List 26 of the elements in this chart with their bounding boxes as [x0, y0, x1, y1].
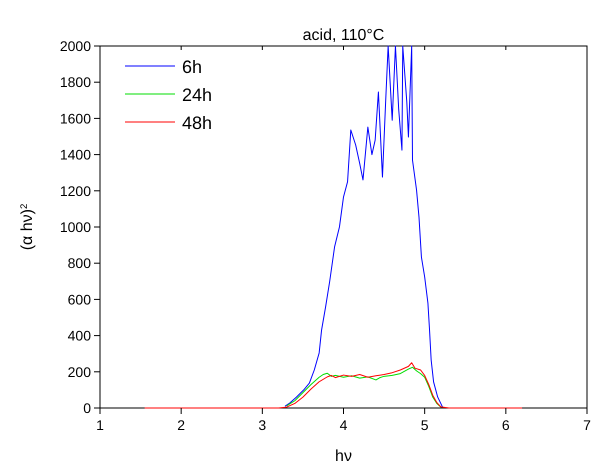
x-tick-label: 2	[177, 417, 186, 433]
y-tick-label: 0	[83, 400, 92, 416]
legend-label: 48h	[182, 113, 212, 133]
y-tick-label: 1200	[60, 182, 92, 199]
y-tick-label: 800	[68, 255, 92, 272]
line-series	[286, 366, 442, 408]
y-tick-label: 1600	[60, 110, 92, 126]
y-tick-label: 400	[68, 328, 92, 344]
line-series	[144, 362, 523, 408]
y-tick-label: 2000	[60, 38, 92, 54]
y-tick-label: 1400	[60, 146, 92, 163]
y-tick-label: 1800	[60, 74, 92, 90]
x-tick-label: 4	[340, 417, 348, 433]
x-tick-label: 1	[96, 417, 104, 433]
line-series	[284, 46, 444, 408]
legend-label: 24h	[182, 85, 212, 105]
x-tick-label: 6	[502, 417, 510, 433]
legend-label: 6h	[182, 57, 202, 77]
chart-title: acid, 110°C	[302, 27, 384, 44]
x-tick-label: 5	[420, 417, 429, 433]
x-tick-label: 3	[258, 417, 266, 433]
y-tick-label: 200	[68, 364, 92, 380]
x-tick-label: 7	[583, 417, 592, 433]
y-tick-label: 1000	[60, 219, 92, 235]
x-axis-title: hν	[335, 448, 352, 465]
y-tick-label: 600	[68, 291, 92, 308]
